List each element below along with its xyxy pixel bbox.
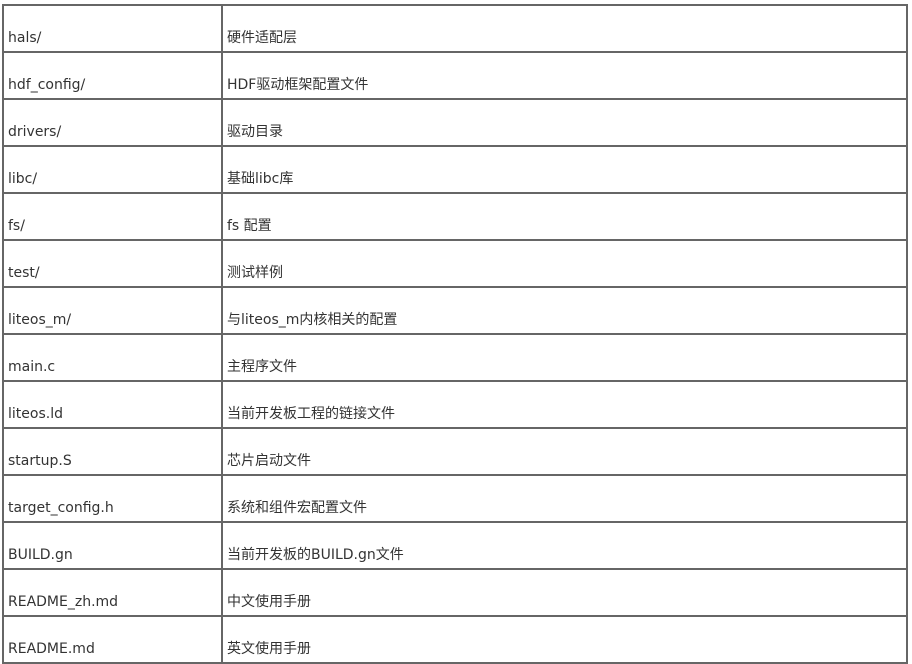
- file-name-cell: hals/: [2, 4, 223, 53]
- table-row: startup.S 芯片启动文件: [2, 427, 908, 476]
- description-cell: 测试样例: [221, 239, 908, 288]
- file-name-cell: BUILD.gn: [2, 521, 223, 570]
- description-cell: 系统和组件宏配置文件: [221, 474, 908, 523]
- table-row: hals/硬件适配层: [2, 4, 908, 53]
- file-name-cell: fs/: [2, 192, 223, 241]
- file-name-cell: test/: [2, 239, 223, 288]
- table-row: test/测试样例: [2, 239, 908, 288]
- description-cell: 主程序文件: [221, 333, 908, 382]
- description-cell: 基础libc库: [221, 145, 908, 194]
- table-row: README_zh.md 中文使用手册: [2, 568, 908, 617]
- description-cell: fs 配置: [221, 192, 908, 241]
- table-row: libc/基础libc库: [2, 145, 908, 194]
- file-name-cell: README.md: [2, 615, 223, 664]
- table-row: BUILD.gn 当前开发板的BUILD.gn文件: [2, 521, 908, 570]
- table-row: target_config.h 系统和组件宏配置文件: [2, 474, 908, 523]
- description-cell: 驱动目录: [221, 98, 908, 147]
- file-name-cell: drivers/: [2, 98, 223, 147]
- table-row: README.md 英文使用手册: [2, 615, 908, 664]
- directory-table: hals/硬件适配层 hdf_config/HDF驱动框架配置文件 drivers/…: [2, 4, 908, 664]
- file-name-cell: startup.S: [2, 427, 223, 476]
- table-row: liteos_m/与liteos_m内核相关的配置: [2, 286, 908, 335]
- table-row: hdf_config/HDF驱动框架配置文件: [2, 51, 908, 100]
- file-name-cell: main.c: [2, 333, 223, 382]
- table-row: drivers/驱动目录: [2, 98, 908, 147]
- description-cell: 芯片启动文件: [221, 427, 908, 476]
- file-name-cell: libc/: [2, 145, 223, 194]
- description-cell: 硬件适配层: [221, 4, 908, 53]
- file-name-cell: liteos_m/: [2, 286, 223, 335]
- table-row: main.c 主程序文件: [2, 333, 908, 382]
- description-cell: 英文使用手册: [221, 615, 908, 664]
- file-name-cell: target_config.h: [2, 474, 223, 523]
- description-cell: 当前开发板的BUILD.gn文件: [221, 521, 908, 570]
- file-name-cell: liteos.ld: [2, 380, 223, 429]
- file-name-cell: README_zh.md: [2, 568, 223, 617]
- table-row: fs/fs 配置: [2, 192, 908, 241]
- description-cell: HDF驱动框架配置文件: [221, 51, 908, 100]
- table-row: liteos.ld 当前开发板工程的链接文件: [2, 380, 908, 429]
- description-cell: 与liteos_m内核相关的配置: [221, 286, 908, 335]
- description-cell: 当前开发板工程的链接文件: [221, 380, 908, 429]
- file-name-cell: hdf_config/: [2, 51, 223, 100]
- description-cell: 中文使用手册: [221, 568, 908, 617]
